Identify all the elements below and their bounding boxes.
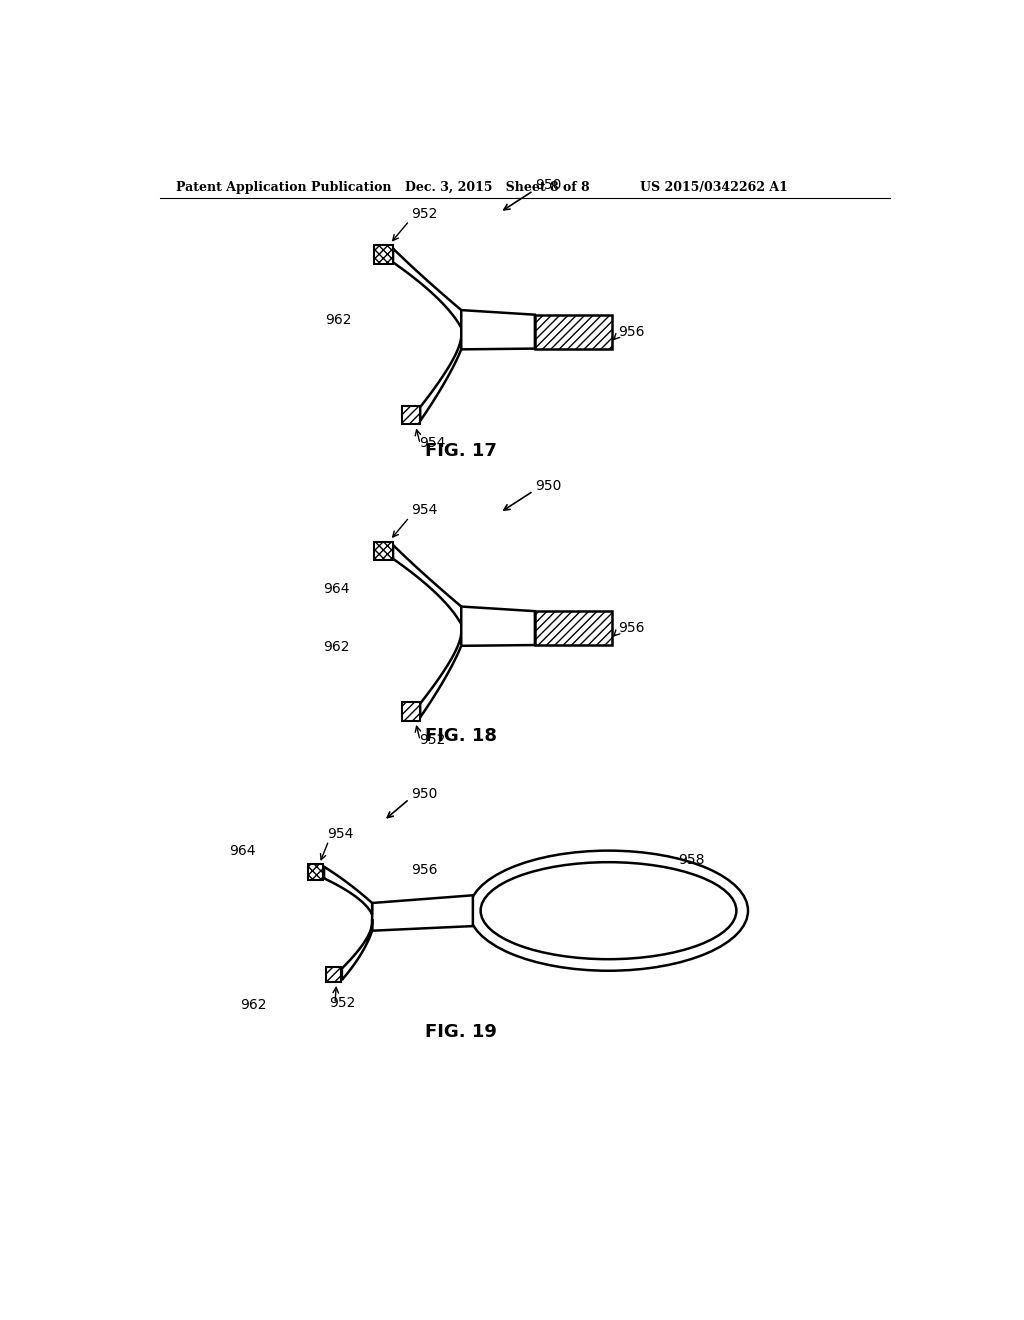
Text: FIG. 18: FIG. 18 [425,727,498,744]
Text: 952: 952 [330,997,356,1010]
Text: 956: 956 [411,863,437,878]
Polygon shape [393,248,461,327]
Text: 964: 964 [228,845,255,858]
Text: 950: 950 [411,787,437,800]
Bar [308,865,324,880]
Text: 956: 956 [618,325,645,339]
Text: 952: 952 [419,733,445,747]
Text: FIG. 17: FIG. 17 [425,442,498,459]
Polygon shape [420,335,461,421]
Text: 958: 958 [678,854,705,867]
Polygon shape [461,607,535,645]
Text: 950: 950 [535,178,561,193]
Polygon shape [324,867,372,915]
Bar [401,405,420,424]
Bar [535,314,612,348]
Polygon shape [372,895,473,931]
Text: 962: 962 [326,313,352,327]
Ellipse shape [469,850,748,970]
Text: 954: 954 [328,826,353,841]
Text: US 2015/0342262 A1: US 2015/0342262 A1 [640,181,787,194]
Bar [375,246,393,264]
Text: Patent Application Publication: Patent Application Publication [176,181,391,194]
Text: FIG. 19: FIG. 19 [425,1023,498,1041]
Bar [401,702,420,721]
Text: 956: 956 [618,622,645,635]
Polygon shape [393,545,461,624]
Bar [326,968,341,982]
Bar [535,611,612,645]
Polygon shape [461,310,535,350]
Ellipse shape [480,862,736,960]
Text: Dec. 3, 2015   Sheet 8 of 8: Dec. 3, 2015 Sheet 8 of 8 [406,181,590,194]
Text: 950: 950 [535,479,561,492]
Polygon shape [342,919,373,979]
Text: 952: 952 [411,207,437,220]
Bar [375,543,393,561]
Text: 954: 954 [419,436,445,450]
Text: 962: 962 [324,640,350,655]
Polygon shape [420,632,461,718]
Text: 954: 954 [411,503,437,517]
Text: 964: 964 [324,582,350,597]
Text: 962: 962 [241,998,267,1012]
